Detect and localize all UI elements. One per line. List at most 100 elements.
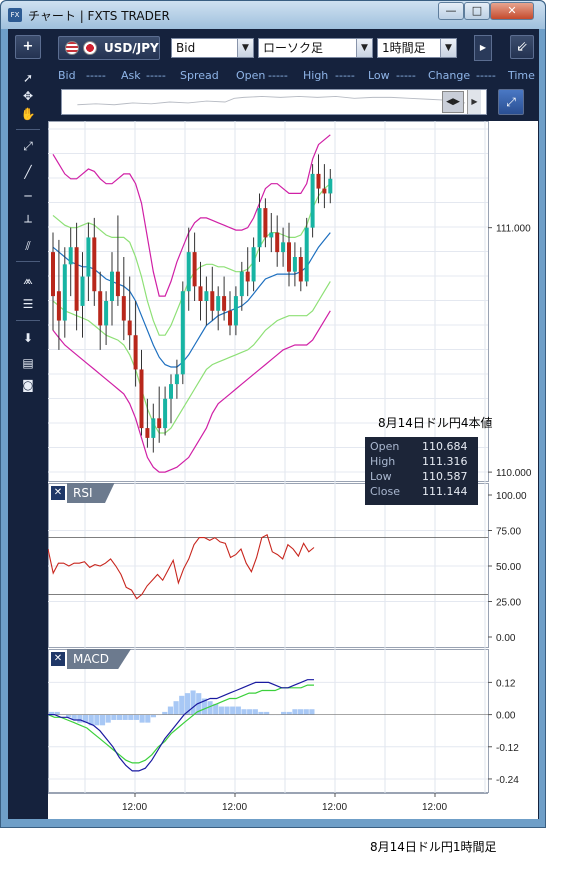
us-flag-icon — [65, 41, 79, 55]
download-icon[interactable]: ⬇ — [22, 331, 34, 345]
macd-histogram-bar — [111, 714, 117, 720]
candle-body — [92, 237, 97, 292]
macd-line — [48, 679, 314, 772]
ask-value: ----- — [146, 69, 166, 82]
macd-histogram-bar — [258, 711, 264, 715]
chart-type-select[interactable]: ローソク足 ▼ — [258, 38, 373, 58]
candle-body — [127, 320, 132, 336]
candle-body — [186, 252, 191, 292]
panel-toggle-button[interactable]: ▶ — [474, 35, 492, 61]
currency-pair-button[interactable]: USD/JPY — [58, 36, 160, 60]
ohlc-tooltip: Open 110.684 High 111.316 Low 110.587 Close… — [365, 437, 478, 505]
time-label: 12:00 — [422, 802, 447, 813]
chevron-down-icon: ▼ — [237, 39, 253, 57]
time-label: Time — [508, 69, 535, 82]
fibonacci-fan-icon[interactable]: ⩕ — [23, 273, 33, 287]
minimize-icon: — — [445, 4, 457, 17]
rsi-panel — [48, 530, 488, 602]
macd-signal-line — [48, 684, 314, 764]
vertical-line-icon[interactable]: ┴ — [24, 215, 32, 229]
fibonacci-retracement-icon[interactable]: ☰ — [22, 297, 34, 311]
chevron-down-icon: ▼ — [440, 39, 456, 57]
candle-body — [104, 301, 109, 326]
candle-body — [257, 208, 262, 248]
candle-body — [222, 296, 227, 311]
macd-histogram-bar — [150, 714, 157, 718]
macd-histogram-bar — [201, 698, 207, 715]
period-select[interactable]: 1時間足 ▼ — [377, 38, 457, 58]
macd-histogram-bar — [94, 714, 100, 726]
line-tool-icon[interactable]: ╱ — [24, 165, 32, 179]
macd-histogram-bar — [241, 709, 247, 715]
candle-body — [68, 247, 73, 265]
close-rsi-button[interactable]: ✕ — [51, 486, 65, 500]
rsi-axis-label: 75.00 — [496, 527, 521, 538]
detach-icon[interactable]: ⇙ — [510, 35, 534, 59]
macd-axis-label: -0.24 — [496, 775, 519, 786]
close-button[interactable]: ✕ — [490, 2, 534, 20]
parallel-lines-icon[interactable]: ⫽ — [25, 239, 31, 253]
candle-body — [151, 418, 156, 438]
time-label: 12:00 — [122, 802, 147, 813]
bb-upper-inner-line — [52, 183, 331, 336]
macd-histogram-bar — [77, 714, 83, 723]
macd-histogram-bar — [309, 709, 315, 715]
macd-histogram-bar — [224, 706, 230, 715]
candle-body — [263, 208, 268, 238]
title-bar[interactable]: FX チャート | FXTS TRADER — □ ✕ — [1, 1, 545, 29]
moving-average-line — [52, 232, 331, 368]
candle-body — [80, 276, 85, 306]
price-axis: 111.000 110.000 100.00 75.00 50.00 25.00 0.00 0… — [488, 224, 532, 786]
rsi-title: RSI — [67, 483, 115, 503]
cursor-move-icon[interactable]: ✥ — [22, 89, 34, 103]
candle-body — [281, 242, 286, 253]
chart-window: FX チャート | FXTS TRADER — □ ✕ + USD/JPY Bi… — [0, 0, 546, 828]
maximize-button[interactable]: □ — [464, 2, 490, 20]
quote-row: Bid ----- Ask ----- Spread Open ----- Hi… — [58, 69, 538, 83]
currency-pair-label: USD/JPY — [104, 41, 159, 55]
macd-histogram-bar — [298, 709, 304, 715]
low-value: ----- — [396, 69, 416, 82]
expand-icon[interactable]: ⤢ — [498, 89, 524, 115]
chart-annotation: 8月14日ドル円4本値 — [378, 416, 493, 430]
candle-body — [322, 188, 327, 194]
add-chart-button[interactable]: + — [15, 35, 41, 59]
macd-histogram-bar — [184, 693, 190, 715]
macd-histogram-bar — [54, 711, 60, 715]
macd-histogram-bar — [128, 714, 134, 720]
minimize-button[interactable]: — — [438, 2, 464, 20]
list-icon[interactable]: ▤ — [22, 356, 34, 370]
macd-histogram-bar — [179, 695, 185, 715]
divider — [16, 261, 40, 262]
trendline-tool-icon[interactable]: ⤢ — [23, 139, 33, 153]
close-macd-button[interactable]: ✕ — [51, 652, 65, 666]
macd-histogram-bar — [303, 709, 309, 715]
candle-body — [228, 310, 232, 326]
candle-body — [298, 257, 303, 282]
camera-icon[interactable]: ◙ — [22, 378, 34, 392]
chevron-down-icon: ▼ — [356, 39, 372, 57]
candle-body — [56, 291, 61, 321]
hand-icon[interactable]: ✋ — [20, 107, 36, 121]
macd-histogram-bar — [264, 711, 270, 715]
price-type-select[interactable]: Bid ▼ — [171, 38, 254, 58]
chart-area[interactable]: 111.000 110.000 100.00 75.00 50.00 25.00 0.00 0… — [48, 121, 538, 819]
price-label: 110.000 — [496, 468, 532, 479]
ohlc-high-label: High — [370, 455, 396, 468]
candle-body — [328, 178, 333, 194]
candle-body — [292, 257, 297, 272]
macd-axis-label: 0.00 — [496, 711, 516, 722]
candle-body — [115, 271, 120, 297]
navigator-handle[interactable]: ◀▶ — [442, 91, 464, 113]
overview-navigator[interactable] — [61, 89, 487, 115]
time-label: 12:00 — [222, 802, 247, 813]
chart-canvas[interactable]: 111.000 110.000 100.00 75.00 50.00 25.00 0.00 0… — [48, 121, 538, 819]
cursor-icon[interactable]: ➚ — [22, 71, 34, 85]
candle-body — [110, 271, 114, 301]
candle-body — [239, 271, 244, 297]
rsi-axis-label: 50.00 — [496, 562, 521, 573]
open-value: ----- — [268, 69, 288, 82]
navigator-play-icon[interactable]: ▶ — [467, 90, 481, 114]
period-value: 1時間足 — [382, 41, 426, 55]
horizontal-line-icon[interactable]: ─ — [24, 189, 32, 203]
